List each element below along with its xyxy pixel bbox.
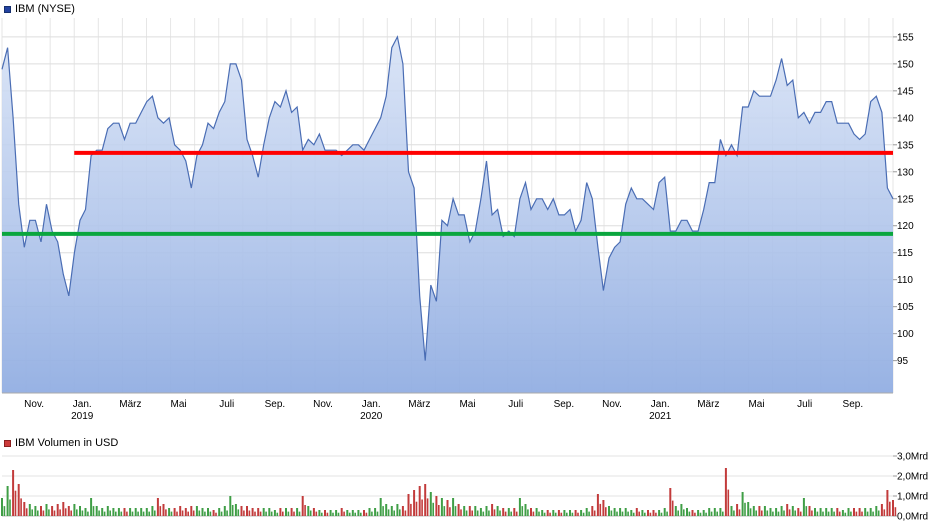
- svg-text:150: 150: [897, 59, 914, 70]
- svg-text:115: 115: [897, 248, 913, 259]
- svg-text:95: 95: [897, 356, 909, 367]
- volume-chart[interactable]: 0,0Mrd 1,0Mrd 2,0Mrd 3,0Mrd: [0, 448, 940, 526]
- svg-text:2,0Mrd: 2,0Mrd: [897, 472, 928, 483]
- volume-chart-title: IBM Volumen in USD: [15, 437, 119, 449]
- svg-text:Juli: Juli: [219, 399, 234, 410]
- svg-text:120: 120: [897, 221, 914, 232]
- price-series-marker-icon: [4, 5, 11, 13]
- svg-text:Jan.: Jan.: [651, 399, 670, 410]
- svg-text:Nov.: Nov.: [24, 399, 44, 410]
- svg-text:März: März: [408, 399, 430, 410]
- volume-series-marker-icon: [4, 439, 11, 447]
- svg-text:125: 125: [897, 194, 914, 205]
- svg-text:2020: 2020: [360, 411, 383, 422]
- svg-text:3,0Mrd: 3,0Mrd: [897, 452, 928, 463]
- price-chart-title: IBM (NYSE): [15, 3, 75, 15]
- svg-text:Mai: Mai: [748, 399, 764, 410]
- volume-chart-header: IBM Volumen in USD: [4, 437, 118, 449]
- svg-text:Juli: Juli: [797, 399, 812, 410]
- svg-text:Mai: Mai: [459, 399, 475, 410]
- svg-text:Sep.: Sep.: [843, 399, 864, 410]
- svg-text:155: 155: [897, 32, 914, 43]
- svg-text:März: März: [119, 399, 141, 410]
- svg-text:Jan.: Jan.: [362, 399, 381, 410]
- svg-text:März: März: [697, 399, 719, 410]
- svg-text:145: 145: [897, 86, 914, 97]
- svg-text:2021: 2021: [649, 411, 672, 422]
- price-chart-header: IBM (NYSE): [4, 3, 75, 15]
- svg-text:110: 110: [897, 275, 913, 286]
- svg-text:Mai: Mai: [171, 399, 187, 410]
- svg-text:Nov.: Nov.: [313, 399, 333, 410]
- svg-text:1,0Mrd: 1,0Mrd: [897, 492, 928, 503]
- svg-text:140: 140: [897, 113, 914, 124]
- svg-text:105: 105: [897, 302, 914, 313]
- price-chart[interactable]: 95 100 105 110 115 120 125 130 135 140 145 150 155 No…: [0, 0, 940, 436]
- svg-text:100: 100: [897, 329, 914, 340]
- svg-text:0,0Mrd: 0,0Mrd: [897, 512, 928, 523]
- svg-text:Sep.: Sep.: [265, 399, 286, 410]
- svg-text:Juli: Juli: [508, 399, 523, 410]
- svg-text:Nov.: Nov.: [602, 399, 622, 410]
- svg-text:135: 135: [897, 140, 914, 151]
- svg-text:Jan.: Jan.: [73, 399, 92, 410]
- svg-text:Sep.: Sep.: [554, 399, 575, 410]
- svg-text:130: 130: [897, 167, 914, 178]
- svg-text:2019: 2019: [71, 411, 94, 422]
